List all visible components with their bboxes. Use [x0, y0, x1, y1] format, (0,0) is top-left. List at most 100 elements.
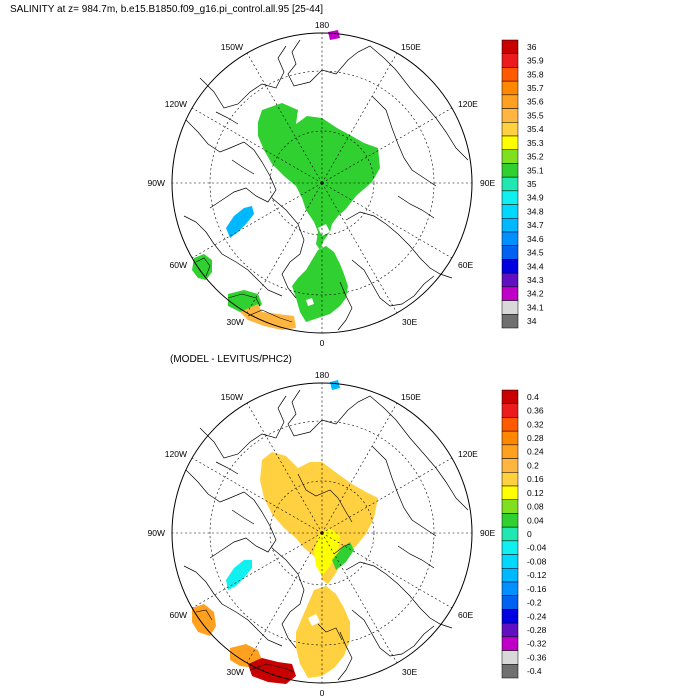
salinity-field [192, 30, 380, 330]
colorbar-label: 34.1 [527, 302, 544, 312]
colorbar-label: -0.32 [527, 639, 547, 649]
lon-label: 60E [458, 610, 473, 620]
colorbar-label: 0.4 [527, 392, 539, 402]
colorbar-swatch [501, 218, 519, 233]
colorbar-swatch [501, 204, 519, 219]
longitude-labels: 180 150E 120E 90E 60E 30E 0 30W 60W 90W … [148, 370, 496, 698]
colorbar-label: 34.3 [527, 275, 544, 285]
colorbar-label: 34 [527, 316, 537, 326]
colorbar-label: 35.3 [527, 138, 544, 148]
lon-label: 120W [165, 449, 187, 459]
orange-patch-labrador [192, 604, 216, 636]
colorbar-label: 35.8 [527, 69, 544, 79]
colorbar-swatch [501, 499, 519, 514]
colorbar-swatch [501, 664, 519, 679]
lon-label: 150E [401, 392, 421, 402]
colorbar-label: 0.16 [527, 474, 544, 484]
colorbar-swatch [501, 444, 519, 459]
colorbar-label: 35.5 [527, 110, 544, 120]
cyan-patch-baffin [226, 560, 252, 590]
yellow-region-lower [296, 586, 350, 678]
colorbar-label: -0.28 [527, 625, 547, 635]
polar-map: 180 150E 120E 90E 60E 30E 0 30W 60W 90W … [148, 20, 496, 348]
longitude-labels: 180 150E 120E 90E 60E 30E 0 30W 60W 90W … [148, 20, 496, 348]
colorbar-swatch [501, 458, 519, 473]
green-region-lower [292, 246, 348, 322]
colorbar-swatch [501, 300, 519, 315]
colorbar: 0.4 0.36 0.32 0.28 0.24 0.2 0.16 0.12 0.08 0.04 0 -… [501, 389, 547, 679]
graticule [172, 33, 472, 333]
colorbar-label: 0 [527, 529, 532, 539]
colorbar-label: 0.36 [527, 406, 544, 416]
colorbar-swatch [501, 259, 519, 274]
lon-label: 150W [221, 42, 243, 52]
lon-label: 30E [402, 317, 417, 327]
colorbar-label: 0.12 [527, 488, 544, 498]
colorbar-swatch [501, 403, 519, 418]
blue-patch-baffin [226, 206, 254, 238]
colorbar-label: 34.4 [527, 261, 544, 271]
colorbar-swatch [501, 39, 519, 54]
colorbar-swatch [501, 472, 519, 487]
colorbar-label: 34.9 [527, 193, 544, 203]
colorbar-swatch [501, 540, 519, 555]
lon-label: 90E [480, 528, 495, 538]
colorbar-swatch [501, 80, 519, 96]
colorbar-label: 34.8 [527, 206, 544, 216]
colorbar-swatch [501, 231, 519, 246]
purple-patch-pacific [328, 30, 340, 40]
colorbar-swatch [501, 622, 519, 638]
colorbar-swatch [501, 190, 519, 205]
green-region-main [258, 103, 380, 250]
colorbar-label: 0.08 [527, 502, 544, 512]
red-patch-atlantic [248, 658, 296, 684]
colorbar-swatch [501, 135, 519, 150]
colorbar-swatch [501, 595, 519, 610]
colorbar-swatch [501, 581, 519, 596]
lon-label: 150W [221, 392, 243, 402]
lon-label: 120W [165, 99, 187, 109]
colorbar-swatch [501, 176, 519, 192]
colorbar-label: 34.7 [527, 220, 544, 230]
colorbar-swatch [501, 245, 519, 260]
colorbar-swatch [501, 108, 519, 123]
lon-label: 120E [458, 99, 478, 109]
map-boundary [171, 32, 473, 334]
coastlines [183, 39, 469, 331]
colorbar-swatch [501, 286, 519, 301]
green-strip [332, 542, 354, 570]
lon-label: 90E [480, 178, 495, 188]
panel-title: (MODEL - LEVITUS/PHC2) [170, 354, 292, 365]
colorbar-swatch [501, 650, 519, 665]
salinity-panel: SALINITY at z= 984.7m, b.e15.B1850.f09_g… [10, 4, 544, 348]
graticule [172, 383, 472, 683]
coastlines [183, 389, 469, 681]
colorbar-label: -0.2 [527, 598, 542, 608]
colorbar-label: 35.6 [527, 97, 544, 107]
colorbar-swatch [501, 513, 519, 528]
contours [195, 257, 293, 323]
panel-title: SALINITY at z= 984.7m, b.e15.B1850.f09_g… [10, 4, 323, 15]
colorbar-label: 34.2 [527, 289, 544, 299]
colorbar-label: 0.24 [527, 447, 544, 457]
lon-label: 0 [320, 338, 325, 348]
lon-label: 30W [227, 667, 244, 677]
lon-label: 60W [170, 610, 187, 620]
colorbar-swatch [501, 53, 519, 68]
colorbar-swatch [501, 163, 519, 178]
colorbar-label: 36 [527, 42, 537, 52]
colorbar-label: -0.16 [527, 584, 547, 594]
colorbar-swatch [501, 389, 519, 404]
colorbar-label: -0.12 [527, 570, 547, 580]
colorbar-label: 35.4 [527, 124, 544, 134]
colorbar-swatch [501, 636, 519, 651]
white-holes [306, 224, 330, 306]
colorbar-label: 0.04 [527, 515, 544, 525]
colorbar-label: 35.9 [527, 56, 544, 66]
lon-label: 150E [401, 42, 421, 52]
colorbar-label: 35.2 [527, 152, 544, 162]
colorbar-swatch [501, 314, 519, 329]
orange-patch-atlantic [240, 304, 296, 330]
colorbar-label: -0.24 [527, 611, 547, 621]
colorbar-swatch [501, 430, 519, 446]
